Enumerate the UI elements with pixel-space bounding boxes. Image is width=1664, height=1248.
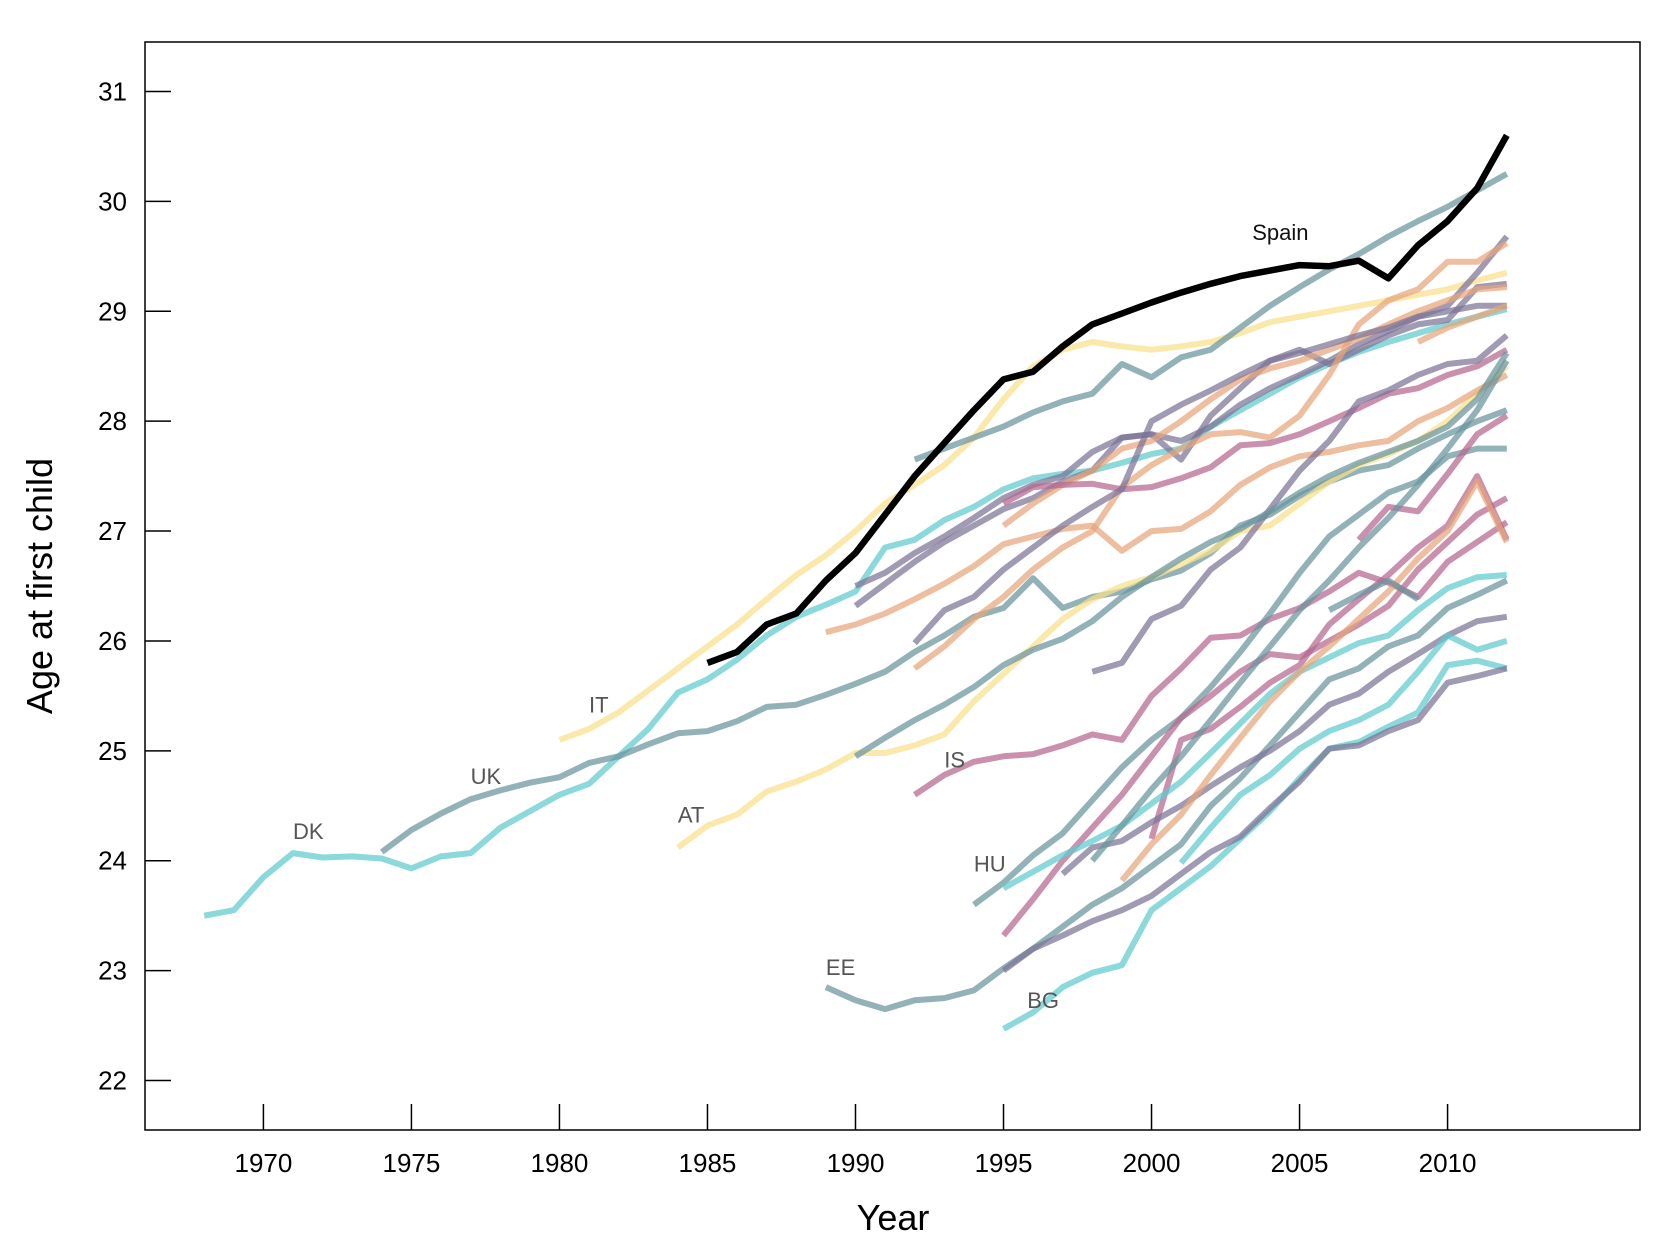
series-label-it: IT xyxy=(589,692,609,717)
series-line-country-11 xyxy=(825,372,1509,636)
series-line-ee xyxy=(824,577,1509,1013)
series-label-at: AT xyxy=(678,802,704,827)
y-tick-label: 29 xyxy=(98,296,127,326)
plot-frame xyxy=(144,41,1641,1131)
series-line-country-17 xyxy=(1356,413,1509,542)
x-tick-label: 1980 xyxy=(531,1148,589,1178)
x-tick-label: 1975 xyxy=(383,1148,441,1178)
y-tick-label: 26 xyxy=(98,626,127,656)
series-label-bg: BG xyxy=(1027,988,1059,1013)
y-tick-label: 25 xyxy=(98,736,127,766)
series-line-country-21 xyxy=(1001,665,1508,974)
series-label-layer: DK UK IT AT IS HU EE BG Spain xyxy=(293,220,1308,1013)
series-line-country-28 xyxy=(1090,359,1510,863)
y-tick-label: 23 xyxy=(98,956,127,986)
y-tick-label: 27 xyxy=(98,516,127,546)
series-line-country-27 xyxy=(853,351,1510,759)
series-label-is: IS xyxy=(944,747,965,772)
series-label-spain: Spain xyxy=(1252,220,1308,245)
series-line-country-8 xyxy=(854,234,1510,589)
x-axis: 1970 1975 1980 1985 1990 1995 2000 2005 2010 xyxy=(234,1104,1476,1178)
series-line-country-23 xyxy=(1178,632,1508,865)
x-tick-label: 1985 xyxy=(679,1148,737,1178)
series-label-ee: EE xyxy=(826,955,855,980)
x-tick-label: 1990 xyxy=(827,1148,885,1178)
x-axis-title: Year xyxy=(857,1197,930,1238)
series-label-dk: DK xyxy=(293,819,324,844)
series-line-country-14 xyxy=(1002,347,1509,507)
series-line-country-13 xyxy=(1001,284,1508,529)
series-line-it xyxy=(558,269,1508,743)
series-line-country-22 xyxy=(1002,572,1508,891)
series-line-country-19 xyxy=(1091,333,1509,675)
series-line-spain xyxy=(706,133,1510,666)
series-label-hu: HU xyxy=(974,852,1006,877)
x-tick-label: 1995 xyxy=(975,1148,1033,1178)
x-tick-label: 1970 xyxy=(234,1148,292,1178)
series-line-country-9 xyxy=(853,280,1508,609)
series-label-uk: UK xyxy=(471,764,502,789)
x-tick-label: 2005 xyxy=(1271,1148,1329,1178)
series-layer xyxy=(203,133,1510,1032)
series-line-country-26 xyxy=(1327,577,1420,613)
y-tick-label: 28 xyxy=(98,406,127,436)
series-line-country-20 xyxy=(1060,613,1508,877)
x-tick-label: 2010 xyxy=(1419,1148,1477,1178)
x-tick-label: 2000 xyxy=(1123,1148,1181,1178)
y-tick-label: 22 xyxy=(98,1066,127,1096)
y-tick-label: 31 xyxy=(98,76,127,106)
series-line-country-25 xyxy=(1416,302,1508,345)
y-axis-title: Age at first child xyxy=(19,458,60,714)
series-line-country-10 xyxy=(913,171,1509,463)
series-line-country-24 xyxy=(1119,478,1510,883)
series-line-country-18 xyxy=(912,302,1507,646)
y-tick-label: 24 xyxy=(98,846,127,876)
y-tick-label: 30 xyxy=(98,186,127,216)
series-line-country-12 xyxy=(912,240,1509,671)
series-line-dk xyxy=(203,306,1508,919)
y-axis: 22 23 24 25 26 27 28 29 30 31 xyxy=(98,76,171,1096)
